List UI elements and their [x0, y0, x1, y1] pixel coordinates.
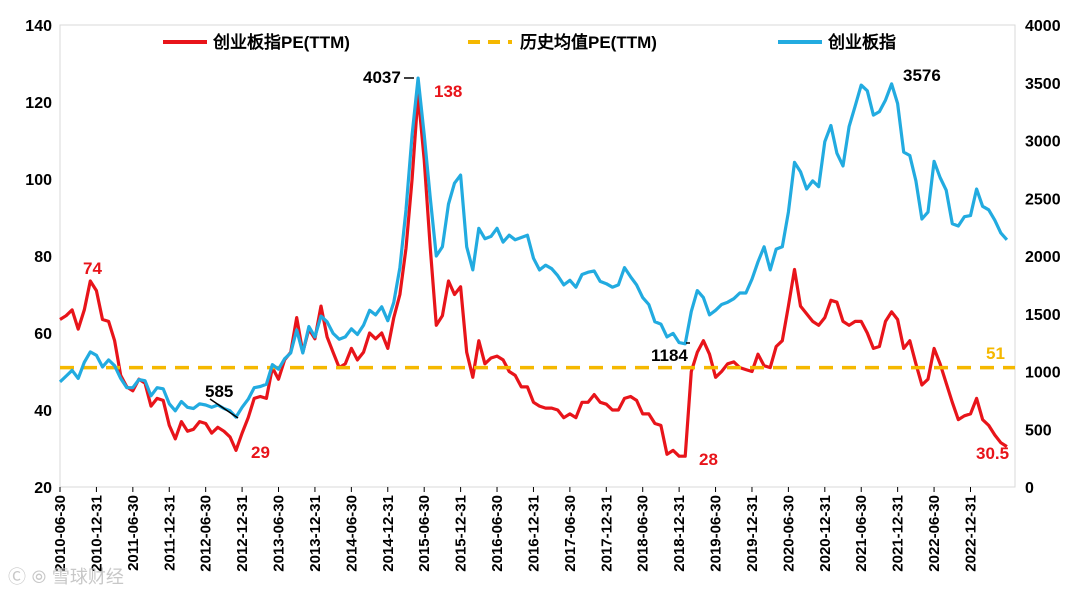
- x-tick-label-11: 2015-12-31: [453, 495, 470, 572]
- x-tick-label-3: 2011-12-31: [161, 495, 178, 571]
- right-tick-label-3: 1500: [1025, 307, 1061, 324]
- x-tick-label-18: 2019-06-30: [708, 495, 725, 572]
- x-tick-label-22: 2021-06-30: [853, 495, 870, 572]
- legend: 创业板指PE(TTM) 历史均值PE(TTM) 创业板指: [163, 32, 896, 52]
- x-tick-label-16: 2018-06-30: [635, 495, 652, 572]
- left-tick-label-1: 40: [34, 403, 52, 420]
- plot-frame: [59, 24, 1016, 488]
- right-tick-label-0: 0: [1025, 480, 1034, 497]
- x-tick-label-10: 2015-06-30: [416, 495, 433, 572]
- x-axis-ticks: 2010-06-30 2010-12-31 2011-06-30 2011-12-31…: [52, 487, 979, 572]
- idx-peak-2021-label: 3576: [903, 66, 941, 85]
- right-tick-label-5: 2500: [1025, 191, 1061, 208]
- x-tick-label-24: 2022-06-30: [926, 495, 943, 572]
- right-tick-label-1: 500: [1025, 422, 1052, 439]
- x-tick-label-21: 2020-12-31: [817, 495, 834, 572]
- left-tick-label-5: 120: [25, 95, 52, 112]
- right-tick-label-4: 2000: [1025, 249, 1061, 266]
- left-tick-label-2: 60: [34, 326, 52, 343]
- x-tick-label-13: 2016-12-31: [525, 495, 542, 572]
- pe-mean-label: 51: [986, 344, 1005, 363]
- x-tick-label-14: 2017-06-30: [562, 495, 579, 572]
- x-tick-label-8: 2014-06-30: [343, 495, 360, 572]
- x-tick-label-6: 2013-06-30: [271, 495, 288, 572]
- left-tick-label-3: 80: [34, 249, 52, 266]
- x-tick-label-2: 2011-06-30: [125, 495, 142, 571]
- left-axis-ticks: 20 40 60 80 100 120 140: [25, 18, 52, 497]
- pe-low-2012-label: 29: [251, 443, 270, 462]
- legend-label-index: 创业板指: [827, 32, 896, 52]
- x-tick-label-20: 2020-06-30: [780, 495, 797, 572]
- legend-label-pe: 创业板指PE(TTM): [212, 32, 350, 52]
- series-line-pe: [59, 92, 1008, 458]
- legend-label-mean: 历史均值PE(TTM): [520, 32, 657, 52]
- right-tick-label-7: 3500: [1025, 76, 1061, 93]
- idx-low-2018-label: 1184: [651, 346, 688, 365]
- idx-low-2012-label: 585: [205, 382, 233, 401]
- x-tick-label-4: 2012-06-30: [198, 495, 215, 572]
- idx-peak-2015-label: 4037: [363, 68, 401, 87]
- x-tick-label-5: 2012-12-31: [234, 495, 251, 572]
- x-tick-label-19: 2019-12-31: [744, 495, 761, 572]
- annotations: 74 29 138 28 30.5 51 585 4037 1184 3576: [83, 66, 1009, 469]
- idx-low-2012-leader: [209, 398, 239, 419]
- watermark: Ⓒ ⦾ 雪球财经: [8, 567, 124, 588]
- x-tick-label-9: 2014-12-31: [380, 495, 397, 572]
- right-axis-ticks: 0 500 1000 1500 2000 2500 3000 3500 4000: [1025, 18, 1061, 497]
- right-tick-label-6: 3000: [1025, 134, 1061, 151]
- x-tick-label-15: 2017-12-31: [598, 495, 615, 572]
- x-tick-label-17: 2018-12-31: [671, 495, 688, 572]
- left-tick-label-6: 140: [25, 18, 52, 35]
- pe-peak-2015-label: 138: [434, 82, 462, 101]
- x-tick-label-23: 2021-12-31: [890, 495, 907, 572]
- x-tick-label-7: 2013-12-31: [307, 495, 324, 572]
- x-tick-label-1: 2010-12-31: [88, 495, 105, 572]
- right-tick-label-8: 4000: [1025, 18, 1061, 35]
- pe-latest-label: 30.5: [976, 444, 1009, 463]
- x-tick-label-0: 2010-06-30: [52, 495, 69, 572]
- left-tick-label-0: 20: [34, 480, 52, 497]
- series-lines: [58, 76, 1015, 458]
- x-tick-label-25: 2022-12-31: [962, 495, 979, 572]
- x-tick-label-12: 2016-06-30: [489, 495, 506, 572]
- pe-start-peak-label: 74: [83, 259, 102, 278]
- left-tick-label-4: 100: [25, 172, 52, 189]
- right-tick-label-2: 1000: [1025, 365, 1061, 382]
- pe-low-2018-label: 28: [699, 450, 718, 469]
